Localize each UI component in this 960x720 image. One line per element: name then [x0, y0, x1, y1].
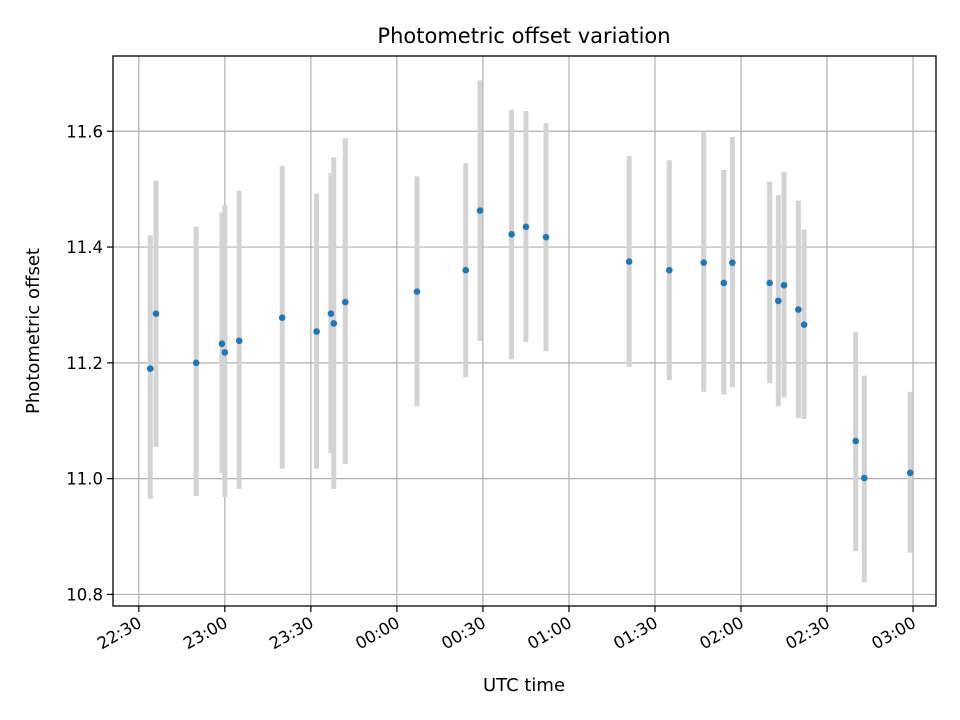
y-tick-label: 11.6	[66, 122, 103, 141]
data-point	[330, 320, 338, 327]
data-point	[508, 231, 515, 238]
point-layer	[146, 207, 914, 482]
data-point	[852, 437, 860, 445]
data-point	[780, 281, 788, 289]
data-point	[666, 266, 673, 274]
data-point	[542, 233, 550, 241]
data-point	[327, 310, 335, 317]
x-tick-label: 02:00	[696, 613, 747, 653]
x-axis-label: UTC time	[483, 675, 565, 696]
data-point	[152, 310, 160, 317]
data-point	[278, 314, 286, 321]
data-point	[146, 365, 154, 372]
data-point	[218, 340, 226, 348]
data-point	[766, 279, 773, 287]
data-point	[341, 298, 349, 306]
x-tick-label: 23:30	[266, 613, 317, 653]
data-point	[625, 258, 633, 265]
x-tick-label: 23:00	[180, 613, 231, 653]
y-tick-label: 10.8	[66, 585, 103, 604]
x-tick-label: 01:00	[524, 613, 575, 653]
data-point	[729, 259, 736, 266]
x-tick-label: 03:00	[868, 613, 919, 653]
y-axis-label: Photometric offset	[23, 248, 44, 414]
data-point	[522, 223, 530, 231]
plot-frame	[112, 55, 937, 607]
x-tick-label: 01:30	[610, 613, 661, 653]
y-tick-label: 11.4	[66, 238, 103, 257]
data-point	[800, 321, 808, 328]
data-point	[906, 469, 914, 477]
y-tick-label: 11.2	[66, 354, 103, 373]
data-point	[720, 279, 728, 287]
chart-title: Photometric offset variation	[377, 24, 670, 48]
data-point	[221, 349, 229, 356]
data-point	[795, 306, 802, 313]
x-tick-label: 00:30	[438, 613, 489, 653]
x-tick-label: 00:00	[352, 613, 403, 653]
data-point	[462, 266, 470, 274]
data-point	[476, 207, 484, 214]
data-point	[774, 297, 782, 305]
y-tick-label: 11.0	[66, 470, 103, 489]
x-tick-label: 22:30	[94, 613, 145, 653]
data-point	[313, 328, 320, 335]
data-point	[861, 474, 868, 482]
data-point	[192, 359, 200, 367]
errorbar-layer	[147, 80, 913, 583]
data-point	[413, 288, 421, 295]
data-point	[700, 259, 708, 266]
data-point	[235, 337, 243, 345]
x-tick-label: 02:30	[782, 613, 833, 653]
